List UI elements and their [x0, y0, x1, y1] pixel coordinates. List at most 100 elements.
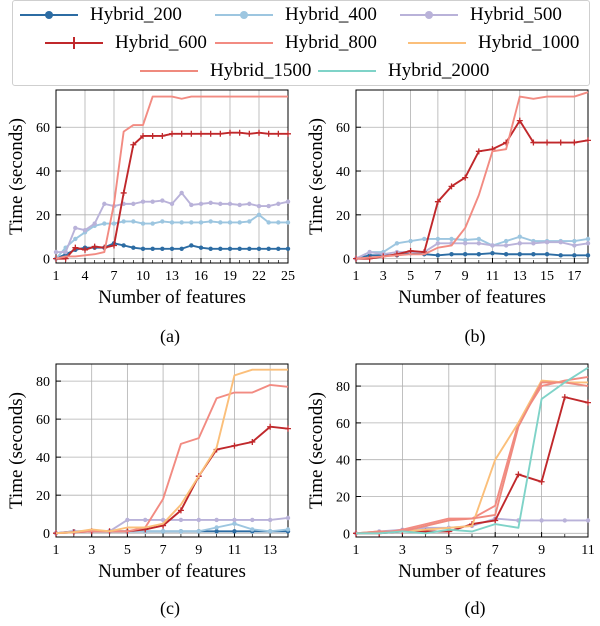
panel-d-chart: 1 3 5 7 9 11 0 20 40 60 80 Number of features Time (…: [306, 363, 595, 582]
legend-label: Hybrid_200: [90, 4, 182, 25]
data-point: [214, 517, 219, 523]
data-point: [143, 517, 148, 523]
data-point: [544, 252, 550, 257]
data-point: [159, 132, 166, 139]
series-line-hybrid-600: [55, 425, 289, 535]
data-point: [73, 236, 78, 242]
data-point: [232, 529, 237, 534]
x-axis-label: Number of features: [98, 561, 246, 582]
data-point: [517, 252, 522, 257]
data-point: [189, 202, 194, 208]
data-point: [585, 137, 591, 144]
data-point: [276, 201, 281, 207]
data-point: [476, 252, 482, 257]
data-point: [218, 201, 223, 207]
x-tick-label: 7: [111, 269, 118, 284]
series-line-hybrid-400: [355, 235, 589, 260]
data-point: [218, 246, 223, 251]
data-point: [408, 238, 413, 244]
data-point: [367, 249, 372, 255]
panel-caption-d: (d): [464, 598, 486, 618]
legend-label: Hybrid_2000: [388, 60, 490, 81]
data-point: [131, 201, 136, 207]
y-tick-label: 0: [343, 527, 350, 542]
legend-entry-hybrid-800: Hybrid_800: [215, 30, 377, 56]
legend-entry-hybrid-500: Hybrid_500: [400, 2, 562, 28]
data-point: [503, 252, 509, 257]
data-point: [247, 219, 252, 224]
data-point: [585, 241, 591, 246]
data-point: [208, 200, 213, 205]
data-point: [544, 239, 550, 245]
y-tick-label: 60: [36, 413, 50, 428]
data-point: [462, 237, 468, 243]
y-tick-label: 80: [36, 375, 50, 390]
legend-swatch-hybrid-400: [215, 9, 273, 21]
x-tick-label: 5: [124, 543, 131, 558]
data-point: [367, 253, 372, 258]
data-point: [503, 243, 509, 248]
x-tick-label: 1: [353, 543, 360, 558]
data-point: [227, 201, 233, 207]
data-point: [111, 221, 117, 226]
x-tick-label: 19: [223, 269, 237, 284]
y-axis-label: Time (seconds): [306, 392, 327, 509]
x-tick-label: 7: [492, 543, 499, 558]
x-tick-label: 3: [399, 543, 406, 558]
data-point: [285, 246, 291, 251]
data-point: [82, 227, 88, 233]
y-tick-label: 40: [36, 165, 50, 180]
data-point: [140, 246, 146, 251]
x-tick-label: 13: [263, 543, 277, 558]
legend-entry-hybrid-1500: Hybrid_1500: [140, 58, 311, 84]
data-point: [561, 394, 568, 401]
data-point: [558, 239, 563, 245]
data-point: [227, 129, 233, 136]
data-point: [218, 220, 223, 225]
x-tick-label: 1: [53, 543, 60, 558]
data-point: [198, 220, 204, 225]
data-point: [250, 527, 255, 532]
data-point: [160, 198, 165, 203]
data-point: [571, 139, 578, 146]
data-point: [189, 220, 194, 225]
data-point: [407, 247, 414, 254]
data-point: [517, 234, 522, 239]
data-point: [207, 130, 214, 137]
data-point: [131, 245, 136, 250]
data-point: [63, 249, 68, 255]
data-point: [538, 478, 545, 485]
y-tick-label: 20: [336, 491, 350, 506]
data-point: [53, 249, 59, 255]
data-point: [217, 130, 224, 137]
x-tick-label: 13: [165, 269, 179, 284]
data-point: [178, 517, 184, 523]
data-point: [73, 225, 78, 231]
data-point: [285, 220, 291, 225]
data-point: [448, 183, 455, 190]
x-tick-label: 11: [486, 269, 499, 284]
data-point: [558, 253, 563, 258]
legend-label: Hybrid_1000: [478, 32, 580, 53]
data-point: [422, 236, 427, 242]
y-tick-label: 40: [336, 454, 350, 469]
data-point: [160, 529, 166, 534]
y-tick-label: 40: [336, 165, 350, 180]
data-point: [188, 130, 195, 137]
data-point: [177, 507, 184, 514]
data-point: [72, 244, 79, 251]
data-point: [140, 132, 146, 139]
data-point: [102, 201, 107, 207]
data-point: [449, 236, 454, 242]
data-point: [196, 517, 201, 523]
series-line-hybrid-800: [55, 95, 288, 260]
y-tick-label: 20: [36, 489, 50, 504]
data-point: [266, 203, 271, 209]
legend-label: Hybrid_600: [115, 32, 207, 53]
data-point: [111, 242, 117, 249]
data-point: [208, 246, 213, 251]
data-point: [394, 241, 400, 246]
legend-entry-hybrid-2000: Hybrid_2000: [318, 58, 489, 84]
